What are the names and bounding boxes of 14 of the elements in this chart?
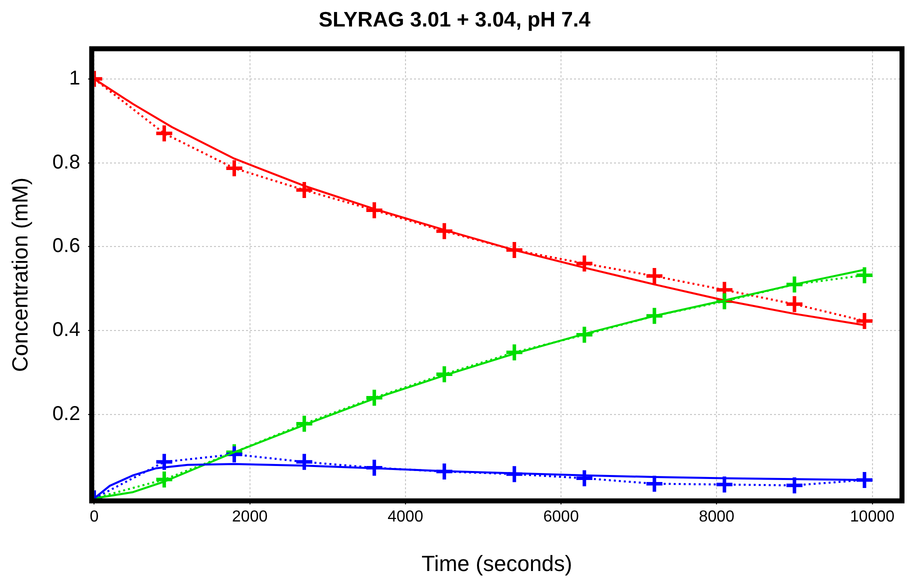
x-tick-label: 6000 <box>543 508 579 526</box>
y-tick-label: 0.2 <box>52 403 80 426</box>
x-axis-title: Time (seconds) <box>421 550 572 576</box>
x-tick-label: 4000 <box>388 508 424 526</box>
y-tick-label: 0.8 <box>52 151 80 174</box>
chart-title: SLYRAG 3.01 + 3.04, pH 7.4 <box>318 8 591 32</box>
y-tick-label: 1 <box>69 67 80 90</box>
y-axis-title: Concentration (mM) <box>7 178 32 372</box>
y-tick-label: 0.4 <box>52 319 80 342</box>
y-tick-label: 0.6 <box>52 235 80 258</box>
x-tick-label: 8000 <box>698 508 735 526</box>
x-tick-label: 10000 <box>850 508 895 526</box>
x-tick-label: 0 <box>90 508 99 526</box>
x-tick-label: 2000 <box>232 508 268 526</box>
